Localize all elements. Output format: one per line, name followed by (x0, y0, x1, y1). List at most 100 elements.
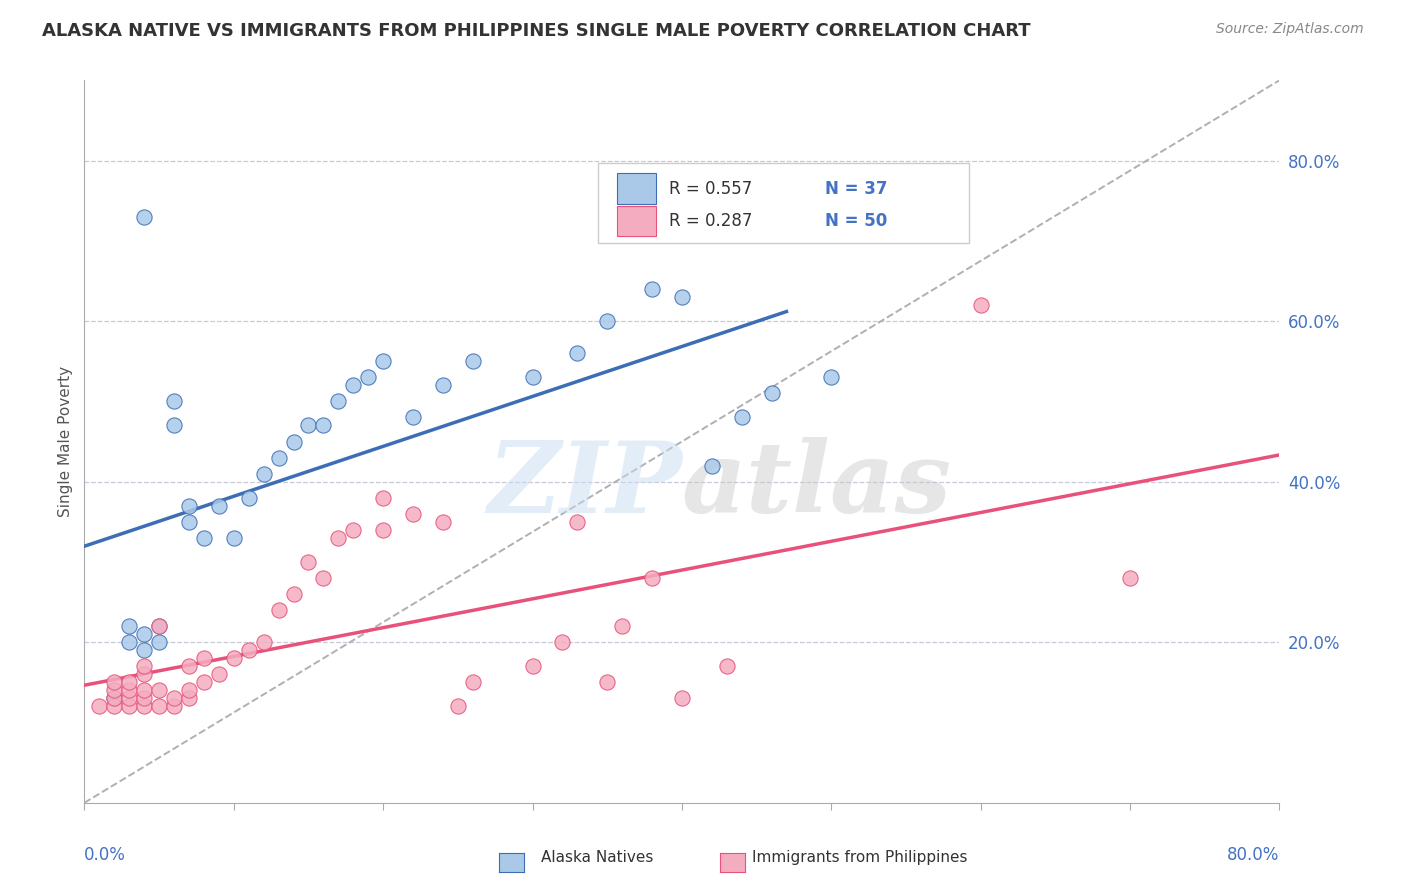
Point (118, 699, 141, 714)
Point (148, 683, 170, 698)
Point (328, 531, 350, 545)
Point (671, 290, 693, 304)
Point (208, 667, 231, 681)
Text: atlas: atlas (682, 437, 952, 533)
Point (820, 370, 842, 384)
Point (402, 410, 425, 425)
FancyBboxPatch shape (599, 163, 969, 243)
Point (193, 651, 215, 665)
Point (148, 619, 170, 633)
Point (402, 507, 425, 521)
Point (312, 418, 335, 433)
Point (970, 298, 993, 312)
Point (193, 531, 215, 545)
Text: ZIP: ZIP (486, 437, 682, 533)
Point (731, 410, 754, 425)
Point (177, 659, 200, 673)
Point (222, 531, 245, 545)
Point (148, 699, 170, 714)
Point (447, 699, 470, 714)
Point (551, 635, 574, 649)
Y-axis label: Single Male Poverty: Single Male Poverty (58, 366, 73, 517)
Point (567, 346, 589, 360)
Point (103, 691, 125, 706)
Point (596, 675, 619, 690)
Text: Source: ZipAtlas.com: Source: ZipAtlas.com (1216, 22, 1364, 37)
Point (118, 635, 141, 649)
Point (132, 691, 156, 706)
Point (373, 523, 395, 537)
Text: N = 50: N = 50 (825, 212, 887, 230)
Point (132, 667, 156, 681)
FancyBboxPatch shape (617, 206, 655, 236)
Point (461, 354, 484, 368)
Point (641, 571, 664, 585)
Text: R = 0.287: R = 0.287 (669, 212, 752, 230)
Point (193, 675, 215, 690)
Point (312, 571, 335, 585)
Point (716, 659, 738, 673)
FancyBboxPatch shape (617, 173, 655, 204)
Point (267, 450, 290, 465)
Point (132, 643, 156, 657)
Text: N = 37: N = 37 (825, 179, 887, 198)
Point (761, 386, 783, 401)
Point (357, 370, 380, 384)
Text: R = 0.557: R = 0.557 (669, 179, 752, 198)
Point (373, 354, 395, 368)
Point (132, 659, 156, 673)
Point (148, 619, 170, 633)
Text: 0.0%: 0.0% (84, 847, 127, 864)
Point (342, 378, 364, 392)
Text: 80.0%: 80.0% (1227, 847, 1279, 864)
Point (177, 691, 200, 706)
Point (238, 491, 260, 505)
Point (163, 691, 186, 706)
Point (103, 691, 125, 706)
Point (132, 683, 156, 698)
Point (132, 699, 156, 714)
Point (700, 458, 723, 473)
Point (342, 523, 364, 537)
Point (118, 683, 141, 698)
Text: Alaska Natives: Alaska Natives (541, 850, 654, 865)
Point (208, 499, 231, 513)
Point (253, 467, 276, 481)
Point (671, 691, 693, 706)
Text: Immigrants from Philippines: Immigrants from Philippines (752, 850, 967, 865)
Point (89, 699, 111, 714)
Point (177, 499, 200, 513)
Point (432, 378, 454, 392)
Point (1119, 571, 1142, 585)
Point (222, 651, 245, 665)
Point (567, 515, 589, 529)
Point (177, 683, 200, 698)
Point (641, 282, 664, 296)
Point (132, 627, 156, 641)
Point (253, 635, 276, 649)
Point (132, 210, 156, 224)
Point (103, 675, 125, 690)
Point (238, 643, 260, 657)
Point (328, 394, 350, 409)
Point (163, 699, 186, 714)
Point (148, 635, 170, 649)
Point (461, 675, 484, 690)
Point (163, 418, 186, 433)
Point (177, 515, 200, 529)
Point (297, 555, 319, 569)
Point (596, 314, 619, 328)
Point (612, 619, 634, 633)
Point (103, 699, 125, 714)
Point (118, 619, 141, 633)
Point (432, 515, 454, 529)
Point (283, 434, 305, 449)
Point (118, 675, 141, 690)
Text: ALASKA NATIVE VS IMMIGRANTS FROM PHILIPPINES SINGLE MALE POVERTY CORRELATION CHA: ALASKA NATIVE VS IMMIGRANTS FROM PHILIPP… (42, 22, 1031, 40)
Point (297, 418, 319, 433)
Point (103, 683, 125, 698)
Point (283, 587, 305, 601)
Point (373, 491, 395, 505)
Point (522, 370, 544, 384)
Point (267, 603, 290, 617)
